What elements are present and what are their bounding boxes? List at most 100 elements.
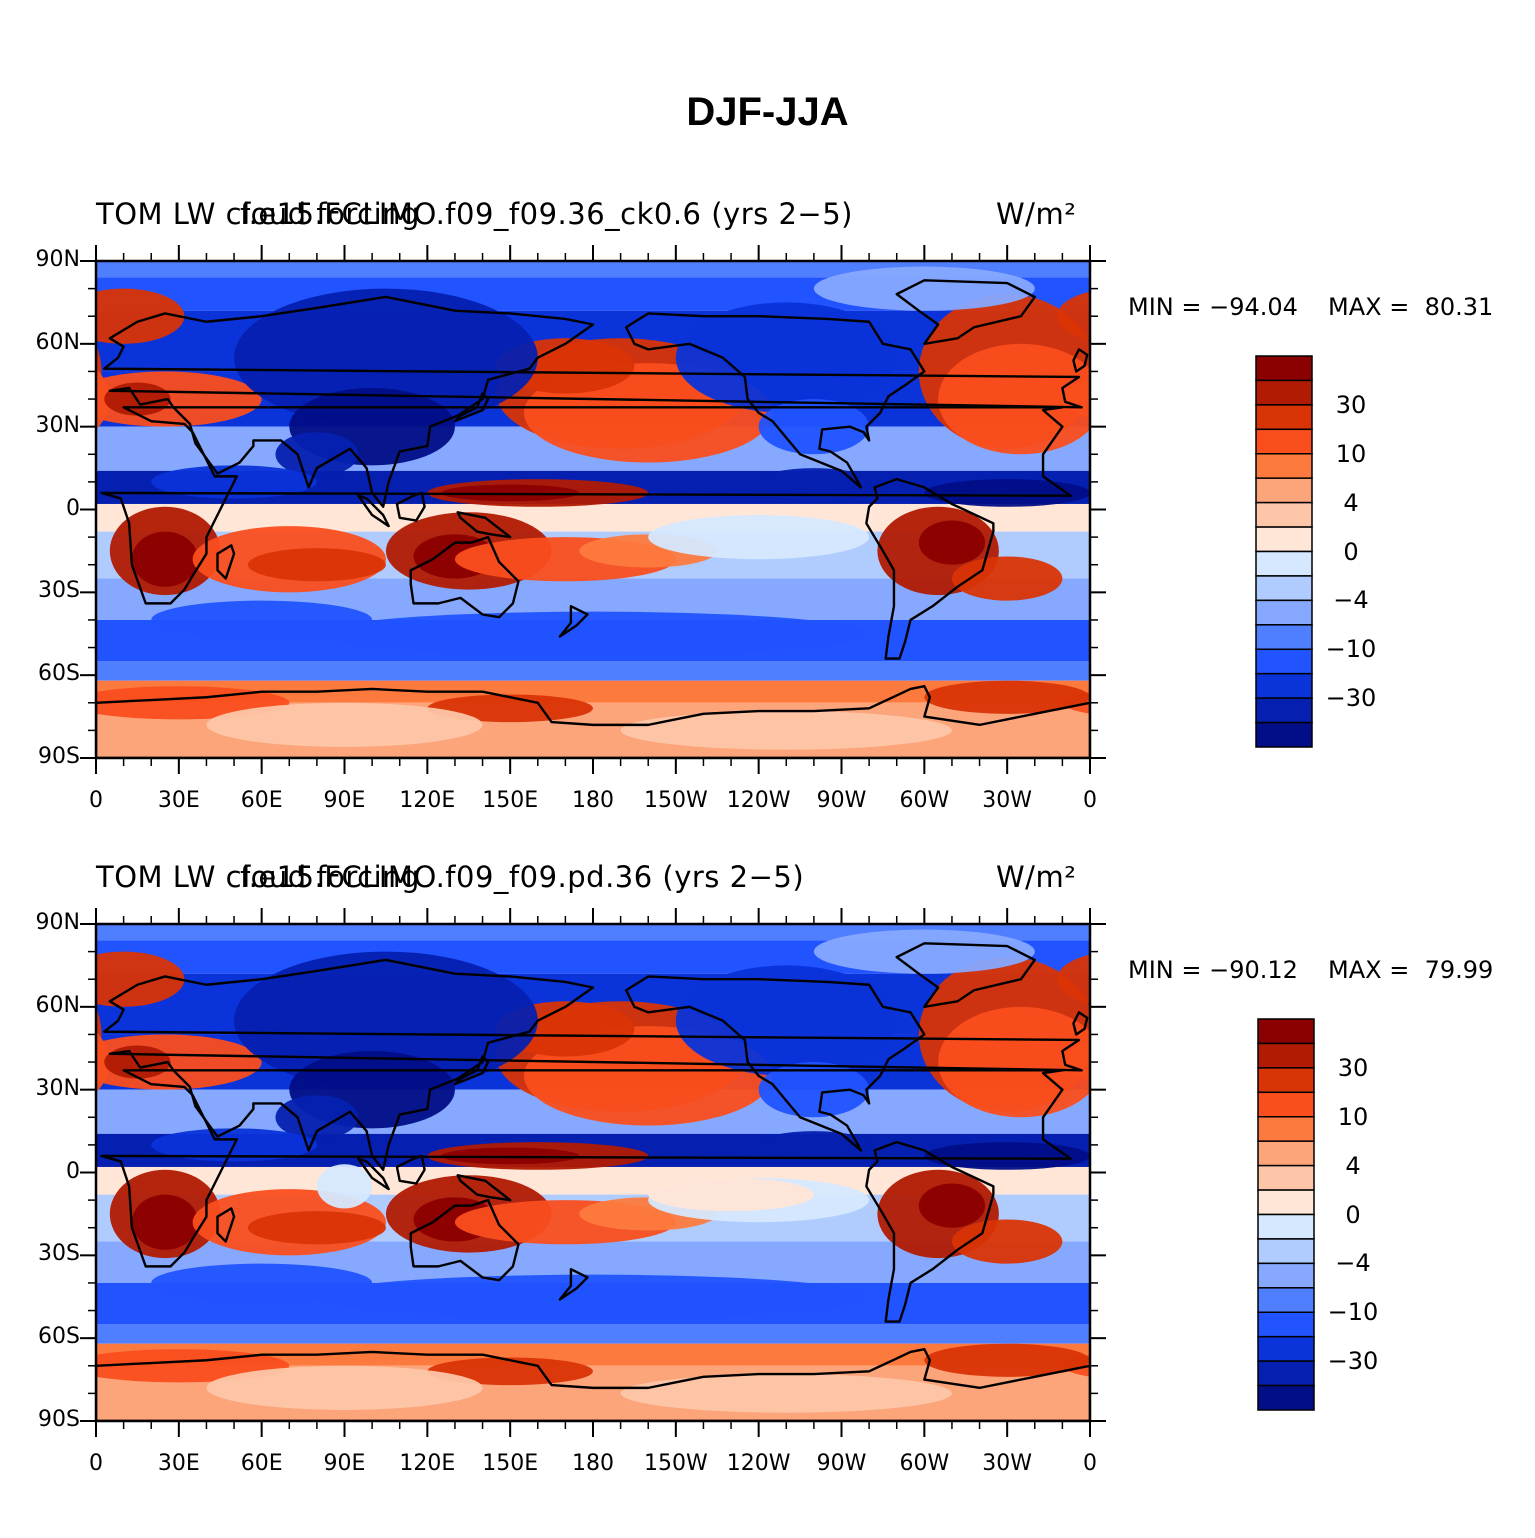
lon-tick-label: 180 (572, 788, 614, 813)
colorbar-swatch (1255, 721, 1313, 748)
colorbar-swatch (1255, 624, 1313, 650)
lon-tick-label: 180 (572, 1451, 614, 1476)
map-panel-2 (80, 908, 1106, 1437)
lon-tick-label: 90E (323, 788, 366, 813)
contour-field-2 (96, 924, 1090, 1421)
lon-tick-label: 150E (482, 1451, 539, 1476)
lat-tick-label: 30N (35, 412, 80, 438)
lon-tick-label: 60E (240, 788, 283, 813)
figure-title: DJF-JJA (686, 90, 849, 134)
colorbar-tick-label: −30 (1325, 684, 1377, 713)
lon-tick-label: 150W (643, 1451, 708, 1476)
colorbar-swatch (1257, 1067, 1315, 1094)
colorbar-swatch (1255, 477, 1313, 504)
lon-tick-label: 30W (982, 788, 1033, 813)
colorbar-swatch (1257, 1360, 1315, 1387)
colorbar-swatch (1257, 1018, 1315, 1045)
coastlines-2 (96, 942, 1090, 1421)
colorbar-swatch (1255, 355, 1313, 382)
lon-tick-label: 0 (89, 1451, 103, 1476)
lon-tick-label: 90E (323, 1451, 366, 1476)
lon-tick-label: 90W (816, 1451, 867, 1476)
map-panel-1 (80, 245, 1106, 774)
colorbar-tick-label: 4 (1343, 488, 1359, 517)
lat-tick-label: 0 (66, 495, 80, 521)
colorbar-tick-label: 0 (1343, 537, 1359, 566)
colorbar-swatch (1255, 501, 1313, 528)
min-label: MIN = −94.04 (1128, 293, 1298, 321)
lon-tick-label: 150E (482, 788, 539, 813)
lat-tick-label: 90N (35, 910, 80, 935)
colorbar-tick-label: 10 (1335, 439, 1367, 468)
colorbar-swatch (1255, 526, 1313, 553)
colorbar-tick-label: −10 (1325, 635, 1377, 664)
colorbar-swatch (1257, 1384, 1315, 1411)
colorbar-swatch (1257, 1140, 1315, 1167)
colorbar-tick-label: −4 (1333, 586, 1369, 615)
colorbar-swatch (1255, 575, 1313, 602)
colorbar-1 (1255, 355, 1313, 748)
lat-tick-label: 30S (38, 1241, 80, 1267)
colorbar-swatch (1257, 1116, 1315, 1142)
center-label: f.e15.FCLIMO.f09_f09.pd.36 (yrs 2−5) (240, 860, 805, 894)
colorbar-swatch (1255, 428, 1313, 455)
colorbar-2 (1257, 1018, 1315, 1411)
colorbar-swatch (1257, 1042, 1315, 1069)
colorbar-swatch (1255, 379, 1313, 406)
colorbar-swatch (1255, 599, 1313, 626)
colorbar-swatch (1257, 1213, 1315, 1240)
colorbar-swatch (1257, 1335, 1315, 1362)
max-label: MAX = 79.99 (1328, 956, 1494, 984)
colorbar-tick-label: 0 (1345, 1200, 1361, 1229)
lon-tick-label: 120W (726, 1451, 791, 1476)
lat-tick-label: 90N (35, 247, 80, 272)
left-label: TOM LW cloud forcing (96, 860, 420, 894)
lat-tick-label: 30N (35, 1075, 80, 1101)
lat-tick-label: 60S (38, 661, 80, 687)
colorbar-swatch (1257, 1238, 1315, 1265)
units-label: W/m² (996, 197, 1077, 231)
colorbar-swatch (1255, 697, 1313, 724)
lat-tick-label: 60N (35, 992, 80, 1018)
lon-tick-label: 30E (157, 788, 200, 813)
lat-tick-label: 90S (38, 744, 80, 769)
lon-tick-label: 0 (1083, 788, 1097, 813)
colorbar-swatch (1255, 404, 1313, 431)
colorbar-swatch (1257, 1262, 1315, 1289)
lon-tick-label: 120E (399, 788, 456, 813)
lat-tick-label: 30S (38, 578, 80, 604)
colorbar-tick-label: 30 (1337, 1053, 1369, 1082)
lon-tick-label: 0 (89, 788, 103, 813)
lon-tick-label: 120W (726, 788, 791, 813)
colorbar-swatch (1257, 1189, 1315, 1216)
lon-tick-label: 150W (643, 788, 708, 813)
lon-tick-label: 30W (982, 1451, 1033, 1476)
lat-tick-label: 0 (66, 1158, 80, 1184)
lon-tick-label: 90W (816, 788, 867, 813)
lat-tick-label: 60N (35, 329, 80, 355)
colorbar-tick-label: 4 (1345, 1151, 1361, 1180)
colorbar-swatch (1257, 1287, 1315, 1313)
lon-tick-label: 60W (899, 1451, 950, 1476)
colorbar-tick-label: −30 (1327, 1347, 1379, 1376)
max-label: MAX = 80.31 (1328, 293, 1494, 321)
lon-tick-label: 60W (899, 788, 950, 813)
colorbar-tick-label: −4 (1335, 1249, 1371, 1278)
colorbar-swatch (1255, 648, 1313, 675)
lon-tick-label: 0 (1083, 1451, 1097, 1476)
colorbar-tick-label: 30 (1335, 390, 1367, 419)
lon-tick-label: 30E (157, 1451, 200, 1476)
center-label: f.e15.FCLIMO.f09_f09.36_ck0.6 (yrs 2−5) (240, 197, 853, 231)
lat-tick-label: 90S (38, 1407, 80, 1432)
colorbar-swatch (1255, 672, 1313, 699)
lon-tick-label: 60E (240, 1451, 283, 1476)
colorbar-swatch (1257, 1311, 1315, 1338)
lon-tick-label: 120E (399, 1451, 456, 1476)
min-label: MIN = −90.12 (1128, 956, 1298, 984)
colorbar-swatch (1257, 1164, 1315, 1191)
colorbar-tick-label: 10 (1337, 1102, 1369, 1131)
lat-tick-label: 60S (38, 1324, 80, 1350)
colorbar-swatch (1255, 453, 1313, 479)
left-label: TOM LW cloud forcing (96, 197, 420, 231)
